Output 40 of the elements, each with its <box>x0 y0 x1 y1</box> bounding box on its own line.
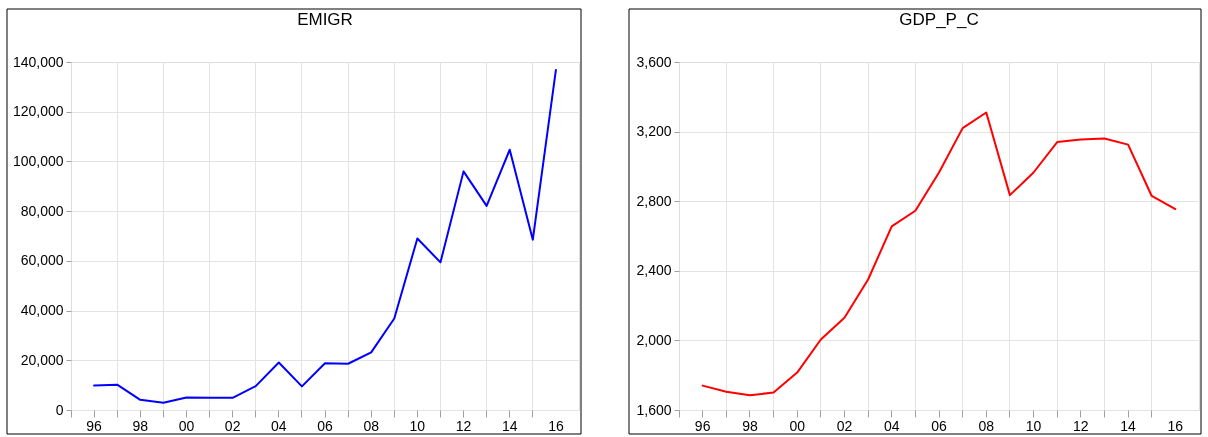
y-tick-label: 60,000 <box>20 252 64 269</box>
y-tick-label: 2,000 <box>636 331 672 348</box>
chart-title: GDP_P_C <box>899 9 979 29</box>
y-tick-label: 100,000 <box>12 152 64 169</box>
x-tick-label: 98 <box>132 417 149 434</box>
y-tick-label: 0 <box>55 401 64 418</box>
y-tick-label: 140,000 <box>12 53 64 70</box>
y-tick-label: 1,600 <box>636 401 672 418</box>
y-tick-label: 20,000 <box>20 351 64 368</box>
x-tick-label: 16 <box>548 417 564 434</box>
line-series <box>701 111 1177 397</box>
x-tick-label: 14 <box>1120 417 1137 434</box>
x-tick-label: 08 <box>363 417 380 434</box>
x-tick-label: 00 <box>789 417 806 434</box>
x-tick-label: 10 <box>409 417 426 434</box>
line-series <box>93 68 557 404</box>
y-tick-label: 2,800 <box>636 192 672 209</box>
x-tick-label: 10 <box>1025 417 1042 434</box>
x-tick-label: 96 <box>694 417 711 434</box>
y-tick-label: 2,400 <box>636 262 672 279</box>
x-tick-label: 06 <box>317 417 333 434</box>
y-tick-label: 40,000 <box>20 302 64 319</box>
x-tick-label: 04 <box>883 417 900 434</box>
x-tick-label: 96 <box>86 417 103 434</box>
x-tick-label: 06 <box>931 417 947 434</box>
y-tick-label: 3,600 <box>636 53 672 70</box>
x-tick-label: 12 <box>455 417 472 434</box>
x-tick-label: 00 <box>178 417 195 434</box>
x-tick-label: 98 <box>742 417 758 434</box>
x-tick-label: 04 <box>271 417 287 434</box>
x-tick-label: 12 <box>1073 417 1089 434</box>
x-tick-label: 16 <box>1167 417 1184 434</box>
y-tick-label: 3,200 <box>636 123 672 140</box>
x-tick-label: 02 <box>224 417 241 434</box>
y-tick-label: 80,000 <box>20 202 64 219</box>
y-tick-label: 120,000 <box>12 103 64 120</box>
x-tick-label: 14 <box>501 417 518 434</box>
x-tick-label: 08 <box>978 417 995 434</box>
chart-title: EMIGR <box>297 9 353 29</box>
x-tick-label: 02 <box>836 417 853 434</box>
